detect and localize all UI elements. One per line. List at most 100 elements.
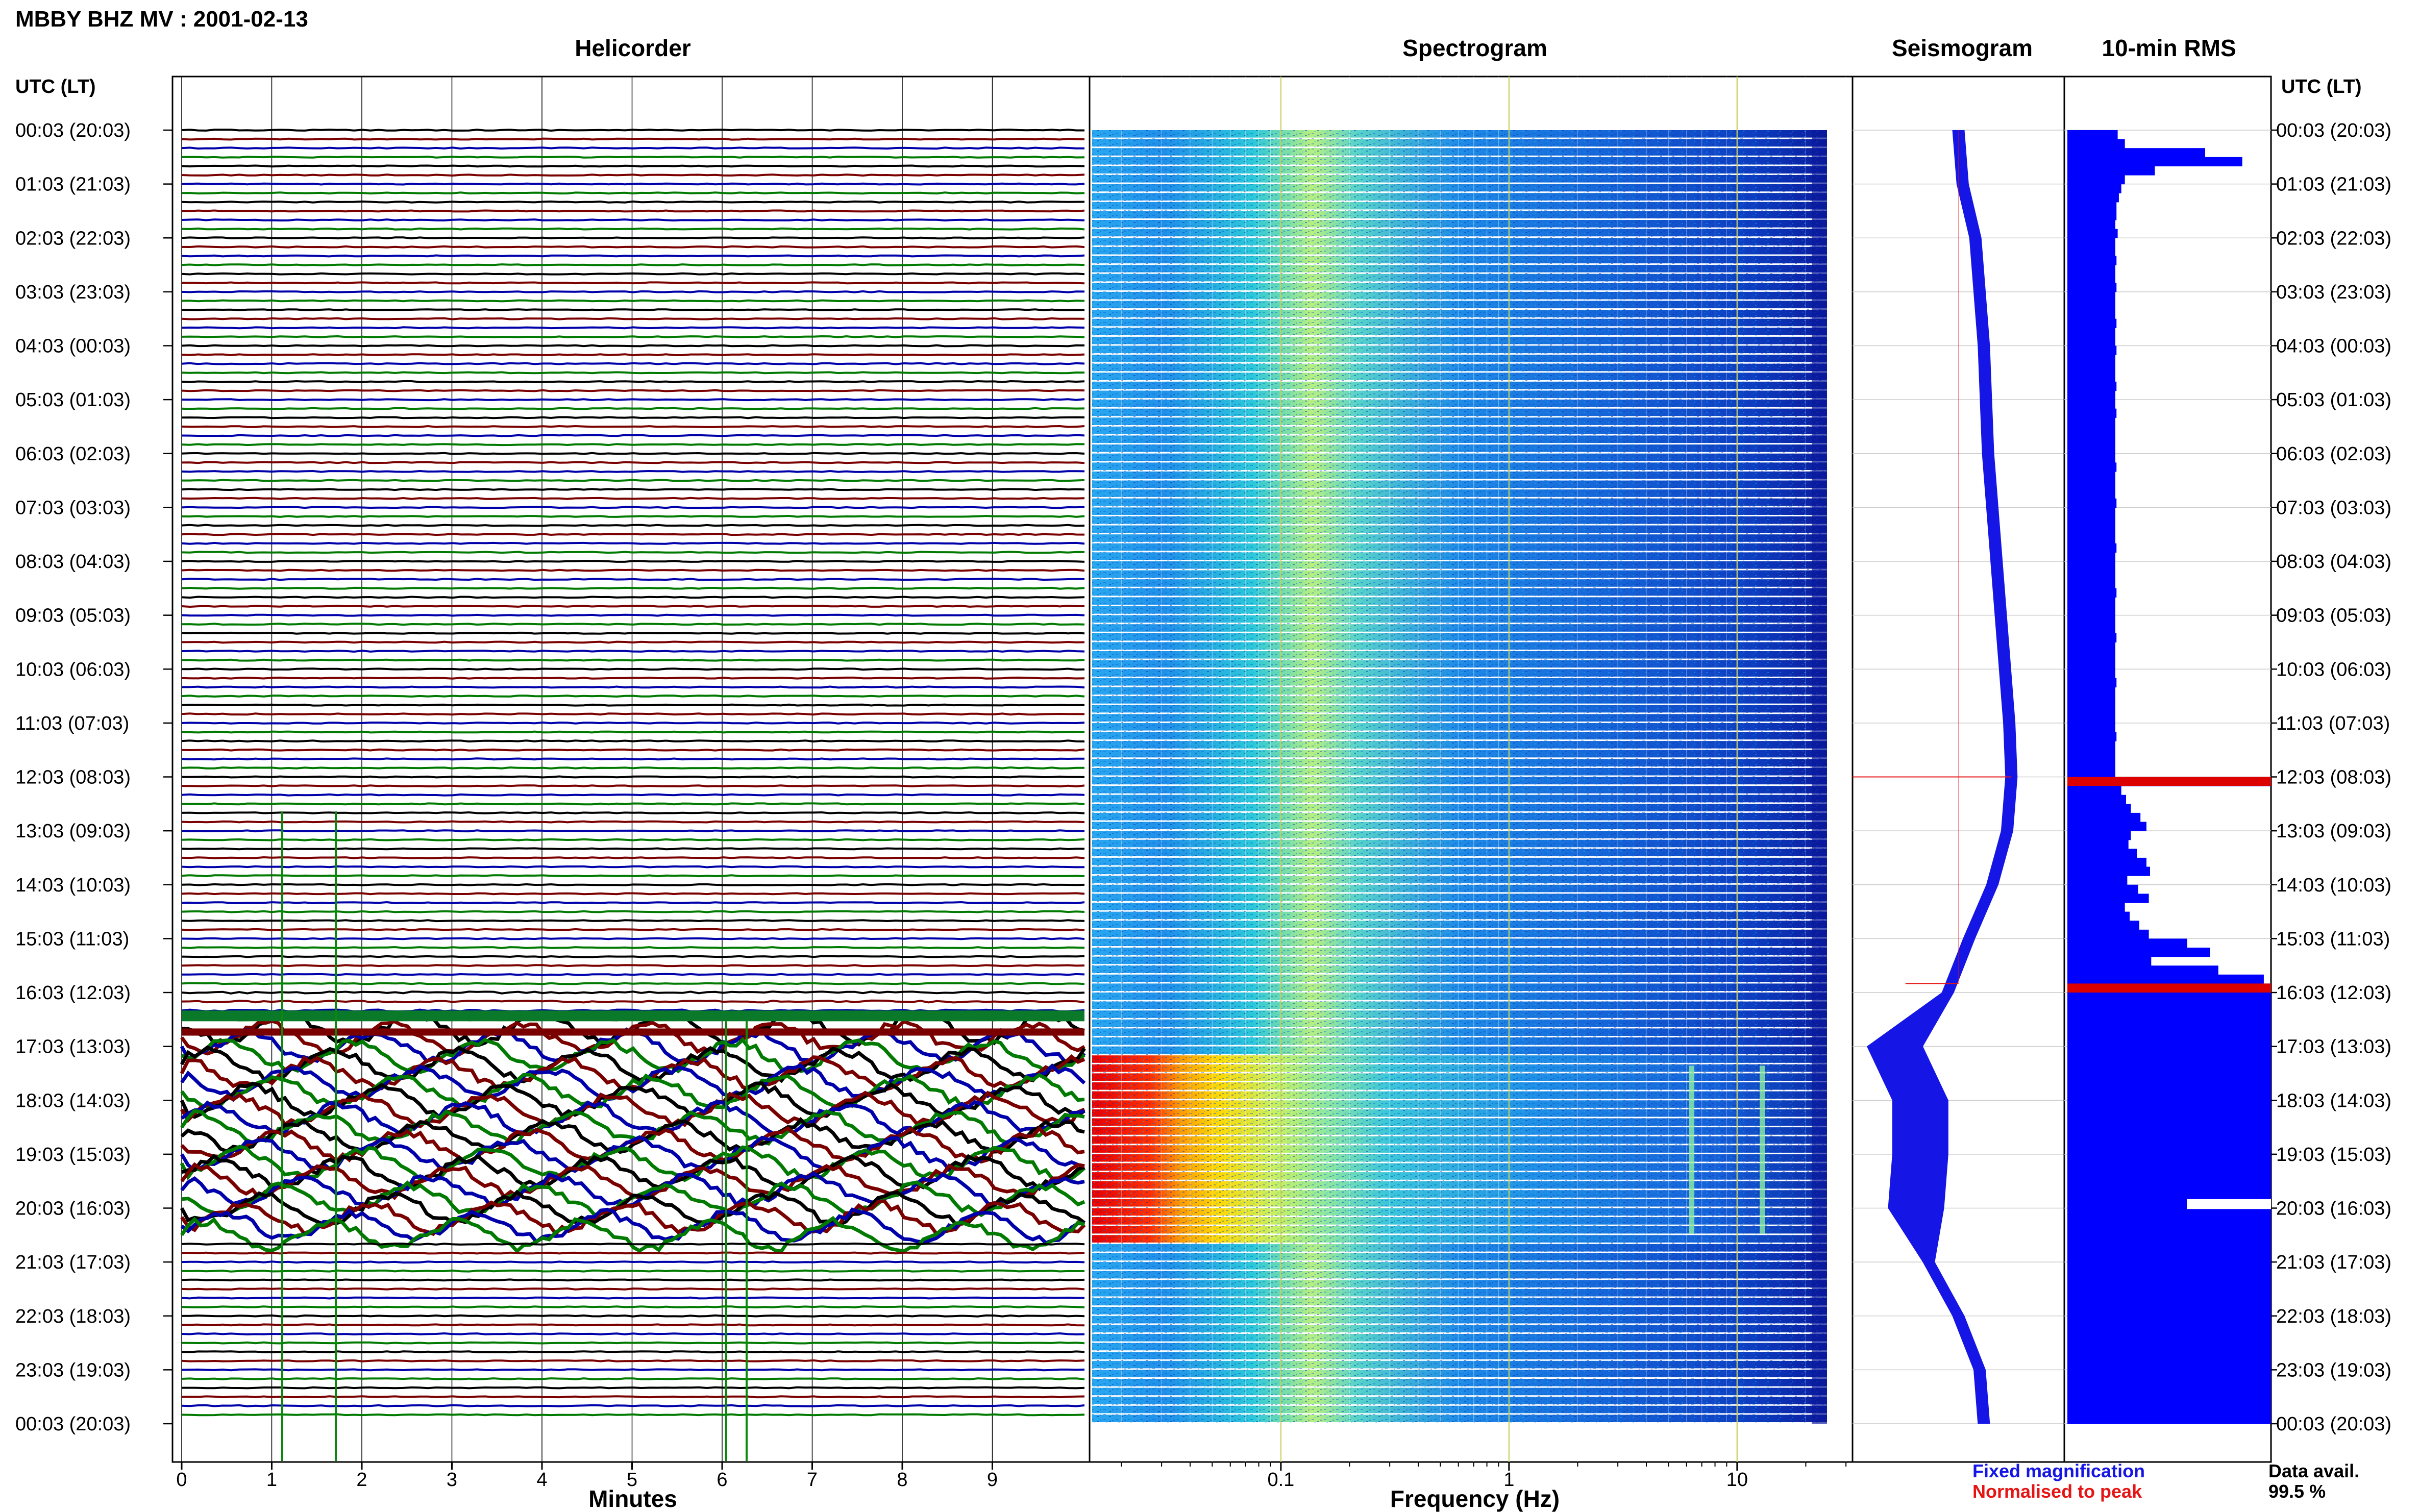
rms-bar [2067, 795, 2127, 804]
helicorder-trace [181, 1413, 1085, 1417]
rms-bar [2067, 148, 2205, 158]
rms-bar [2187, 1415, 2271, 1424]
helicorder-trace [181, 146, 1085, 150]
time-label-left: 00:03 (20:03) [15, 1414, 131, 1435]
helicorder-trace [181, 784, 1085, 788]
rms-bar [2067, 642, 2115, 652]
time-label-right: 18:03 (14:03) [2276, 1090, 2391, 1111]
helicorder-trace [181, 865, 1085, 869]
helicorder-trace [181, 497, 1085, 500]
data-availability-label: Data avail. [2268, 1460, 2359, 1481]
rms-bar [2067, 938, 2187, 948]
rms-bar [2067, 336, 2115, 346]
helicorder-trace [181, 578, 1085, 581]
rms-bar [2067, 1136, 2271, 1146]
helicorder-trace [181, 1251, 1085, 1255]
seismogram-envelope [1867, 130, 2018, 1424]
rms-bar [2067, 301, 2115, 310]
rms-bar [2067, 884, 2138, 894]
time-label-left: 04:03 (00:03) [15, 336, 131, 357]
rms-bar [2067, 1172, 2271, 1182]
helicorder-trace [181, 236, 1085, 240]
seismogram-header: Seismogram [1892, 35, 2033, 61]
rms-bar [2067, 714, 2115, 724]
rms-bar [2067, 1280, 2271, 1290]
time-label-right: 12:03 (08:03) [2276, 767, 2391, 788]
frequency-tick-label: 10 [1726, 1469, 1748, 1491]
rms-bar [2067, 839, 2129, 849]
frequency-axis-label: Frequency (Hz) [1390, 1485, 1560, 1512]
time-label-right: 16:03 (12:03) [2276, 982, 2391, 1004]
time-label-right: 01:03 (21:03) [2276, 174, 2391, 195]
rms-bar [2067, 390, 2115, 400]
helicorder-trace [181, 901, 1085, 904]
rms-bar [2067, 1271, 2271, 1280]
rms-bar [2067, 246, 2115, 257]
helicorder-trace [181, 155, 1085, 159]
helicorder-trace [181, 272, 1085, 276]
time-label-right: 19:03 (15:03) [2276, 1144, 2391, 1166]
rms-bar [2067, 993, 2271, 1002]
time-label-right: 10:03 (06:03) [2276, 659, 2391, 680]
rms-bar [2067, 525, 2115, 535]
helicorder-trace [181, 964, 1085, 968]
time-label-left: 12:03 (08:03) [15, 767, 131, 788]
legend-normalised-to-peak: Normalised to peak [1972, 1481, 2142, 1502]
time-label-right: 14:03 (10:03) [2276, 875, 2391, 896]
rms-bar [2067, 1307, 2271, 1317]
helicorder-trace [181, 928, 1085, 931]
helicorder-trace [180, 1045, 1086, 1083]
helicorder-trace [181, 173, 1085, 177]
minute-tick-label: 8 [897, 1469, 907, 1491]
helicorder-trace [181, 650, 1085, 653]
rms-bar [2067, 444, 2115, 454]
helicorder-trace [181, 739, 1085, 743]
rms-bar [2067, 570, 2115, 580]
time-label-left: 23:03 (19:03) [15, 1359, 131, 1381]
helicorder-trace [181, 1305, 1085, 1309]
time-label-left: 02:03 (22:03) [15, 228, 131, 249]
helicorder-trace [181, 425, 1085, 428]
rms-bar [2067, 157, 2242, 166]
helicorder-trace [181, 596, 1085, 599]
rms-bar [2067, 1028, 2271, 1038]
rms-bar [2067, 1001, 2271, 1011]
rms-bar [2067, 1190, 2271, 1200]
helicorder-trace [181, 802, 1085, 806]
helicorder-trace [181, 613, 1085, 617]
rms-bar [2067, 363, 2115, 373]
helicorder-trace [181, 1359, 1085, 1362]
time-label-right: 05:03 (01:03) [2276, 389, 2391, 411]
rms-bar [2067, 507, 2115, 517]
rms-bar [2067, 1370, 2271, 1379]
rms-bar [2067, 624, 2115, 634]
helicorder-trace [181, 1404, 1085, 1407]
rms-bar [2067, 911, 2130, 921]
helicorder-trace [181, 1377, 1085, 1380]
time-label-left: 15:03 (11:03) [15, 928, 129, 950]
rms-bar [2067, 1244, 2271, 1254]
spectrogram-harmonic [1689, 1065, 1694, 1234]
time-label-right: 21:03 (17:03) [2276, 1252, 2391, 1273]
time-label-left: 05:03 (01:03) [15, 389, 131, 411]
time-label-right: 02:03 (22:03) [2276, 228, 2391, 249]
time-label-right: 00:03 (20:03) [2276, 120, 2391, 141]
helicorder-trace [181, 1278, 1085, 1282]
helicorder-trace [181, 856, 1085, 859]
helicorder-trace [181, 990, 1085, 995]
helicorder-trace [181, 308, 1085, 312]
rms-bar [2067, 759, 2115, 769]
minute-tick-label: 9 [987, 1469, 998, 1491]
helicorder-trace [180, 1081, 1086, 1120]
helicorder-trace [181, 524, 1085, 527]
helicorder-header: Helicorder [575, 35, 691, 61]
rms-bar [2067, 857, 2146, 867]
time-label-left: 18:03 (14:03) [15, 1090, 131, 1111]
helicorder-trace [181, 874, 1085, 878]
rms-bar [2067, 1019, 2271, 1029]
helicorder-trace [181, 811, 1085, 814]
rms-bar [2067, 804, 2131, 813]
helicorder-trace [181, 461, 1085, 464]
helicorder-trace [181, 488, 1085, 491]
